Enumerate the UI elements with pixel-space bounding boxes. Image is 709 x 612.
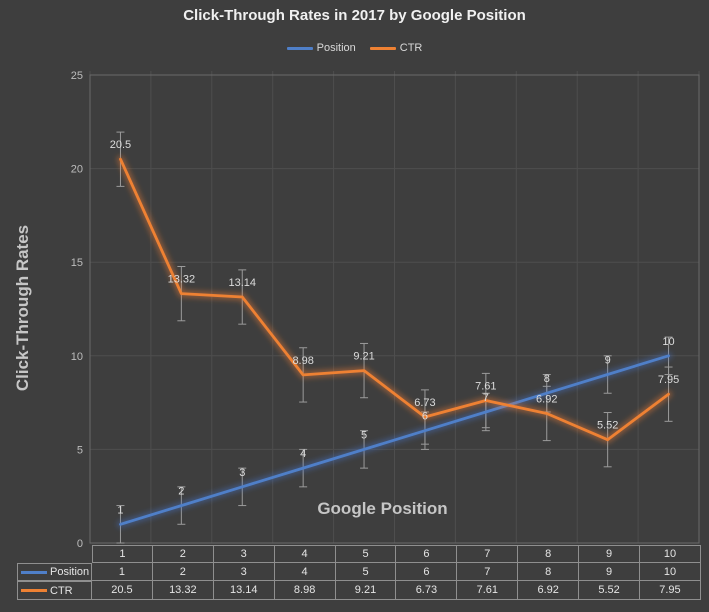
table-value-cell: 5 [335, 563, 397, 581]
svg-text:13.32: 13.32 [168, 274, 196, 286]
legend-label-position: Position [316, 42, 356, 54]
x-axis-category-cell: 9 [579, 545, 641, 563]
svg-text:6.73: 6.73 [414, 397, 435, 409]
table-value-cell: 7.61 [457, 581, 519, 600]
series-line-ctr[interactable] [117, 155, 672, 444]
svg-text:3: 3 [239, 467, 245, 479]
table-value-cell: 7 [457, 563, 519, 581]
position-line-swatch [286, 46, 313, 50]
x-axis-title: Google Position [317, 499, 448, 518]
ctr-key-line-icon [21, 589, 47, 592]
x-axis-category-cell: 6 [396, 545, 458, 563]
y-axis-tick-labels: 0 5 10 15 20 25 [71, 70, 83, 550]
legend-item-ctr[interactable]: CTR [369, 42, 423, 54]
svg-text:9: 9 [605, 355, 611, 367]
x-axis-category-cell: 1 [92, 545, 153, 563]
svg-text:5: 5 [361, 429, 367, 441]
legend-item-position[interactable]: Position [286, 42, 356, 54]
svg-text:8: 8 [544, 373, 550, 385]
svg-text:1: 1 [117, 504, 123, 516]
table-series-label: CTR [50, 584, 73, 597]
svg-text:10: 10 [662, 336, 674, 348]
table-series-key-position: Position [17, 563, 92, 581]
table-value-cell: 9 [579, 563, 641, 581]
chart-title: Click-Through Rates in 2017 by Google Po… [183, 7, 526, 24]
svg-text:0: 0 [77, 538, 83, 550]
table-value-cell: 3 [213, 563, 275, 581]
table-value-cell: 10 [640, 563, 701, 581]
svg-text:20.5: 20.5 [110, 139, 131, 151]
svg-text:25: 25 [71, 70, 83, 82]
svg-text:7: 7 [483, 392, 489, 404]
position-key-line-icon [21, 570, 47, 574]
data-table: 1 2 3 4 5 6 7 8 9 10 Position 1 2 3 4 5 6 7 8 9 10 CTR 20.5 13.… [17, 545, 701, 600]
data-labels: 1 2 3 4 5 6 7 8 9 10 20.5 13.32 13.14 8.98 9.21 6.73 7.6… [110, 139, 680, 516]
svg-text:7.95: 7.95 [658, 374, 679, 386]
svg-text:6: 6 [422, 411, 428, 423]
table-series-key-ctr: CTR [17, 581, 92, 600]
table-value-cell: 1 [92, 563, 153, 581]
series-line-position[interactable] [117, 352, 672, 528]
x-axis-category-cell: 5 [335, 545, 397, 563]
x-axis-category-cell: 3 [213, 545, 275, 563]
x-axis-category-cell: 7 [457, 545, 519, 563]
svg-text:9.21: 9.21 [353, 351, 374, 363]
svg-text:5: 5 [77, 444, 83, 456]
legend-label-ctr: CTR [399, 42, 423, 54]
svg-text:20: 20 [71, 164, 83, 176]
table-value-cell: 6 [396, 563, 458, 581]
table-series-label: Position [50, 566, 90, 578]
table-value-cell: 6.73 [396, 581, 458, 600]
legend: Position CTR [0, 42, 709, 54]
table-value-cell: 9.21 [335, 581, 397, 600]
table-value-cell: 8.98 [274, 581, 336, 600]
svg-text:5.52: 5.52 [597, 420, 618, 432]
table-value-cell: 7.95 [640, 581, 701, 600]
table-value-cell: 6.92 [518, 581, 580, 600]
table-value-cell: 2 [152, 563, 214, 581]
svg-text:13.14: 13.14 [228, 277, 256, 289]
x-axis-category-cell: 10 [640, 545, 701, 563]
table-corner-spacer [17, 545, 92, 563]
svg-text:7.61: 7.61 [475, 381, 496, 393]
svg-text:10: 10 [71, 351, 83, 363]
table-value-cell: 13.14 [213, 581, 275, 600]
svg-text:2: 2 [178, 486, 184, 498]
table-value-cell: 4 [274, 563, 336, 581]
table-value-cell: 5.52 [579, 581, 641, 600]
svg-text:8.98: 8.98 [292, 355, 313, 367]
x-axis-category-cell: 8 [518, 545, 580, 563]
table-value-cell: 13.32 [152, 581, 214, 600]
svg-text:6.92: 6.92 [536, 393, 557, 405]
ctr-line-swatch [369, 46, 396, 50]
svg-text:15: 15 [71, 257, 83, 269]
table-value-cell: 20.5 [92, 581, 153, 600]
x-axis-category-cell: 4 [274, 545, 336, 563]
svg-text:4: 4 [300, 448, 306, 460]
y-axis-title: Click-Through Rates [13, 224, 32, 392]
x-axis-category-cell: 2 [152, 545, 214, 563]
plot-border [89, 74, 700, 544]
table-value-cell: 8 [518, 563, 580, 581]
